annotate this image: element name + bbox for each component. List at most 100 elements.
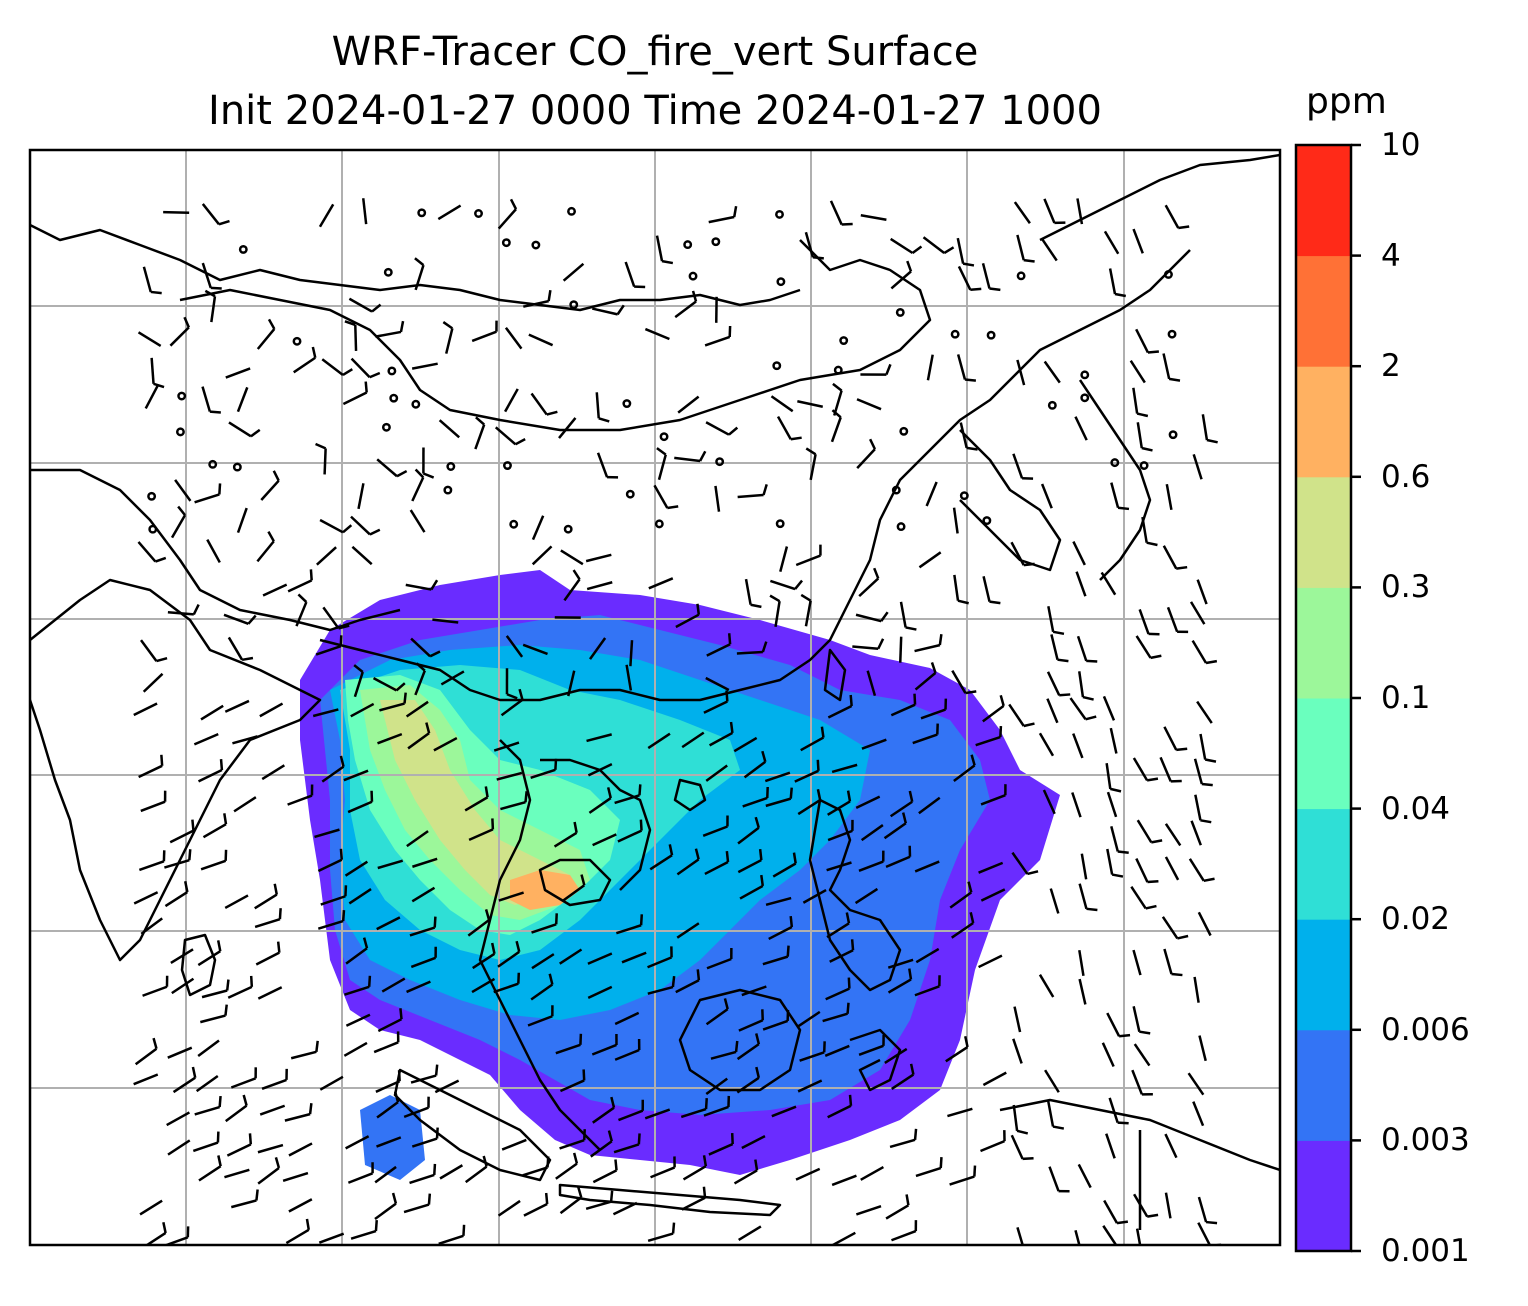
wind-barb: [741, 1135, 766, 1150]
wind-barb: [201, 262, 222, 290]
wind-barb: [769, 579, 804, 591]
wind-barb: [945, 1036, 969, 1063]
wind-barb: [644, 327, 670, 341]
wind-barb: [765, 896, 792, 907]
wind-barb: [409, 509, 426, 533]
wind-barb: [201, 203, 230, 226]
wind-barb: [256, 318, 276, 350]
wind-barb: [230, 1067, 257, 1089]
wind-barb: [737, 484, 768, 499]
wind-barb: [140, 790, 167, 813]
wind-barb: [1048, 1166, 1070, 1193]
wind-barb: [799, 1041, 826, 1062]
wind-barb: [647, 946, 673, 969]
wind-barb: [860, 1165, 885, 1181]
wind-barb: [407, 722, 431, 750]
wind-barb: [315, 442, 327, 475]
wind-barb: [885, 1194, 910, 1220]
wind-barb: [613, 1133, 641, 1154]
wind-barb: [1136, 422, 1153, 452]
wind-barb: [1016, 359, 1026, 386]
wind-barb: [224, 1094, 248, 1123]
calm-wind-marker: [1080, 370, 1090, 380]
calm-wind-marker: [1139, 461, 1149, 470]
wind-barb: [259, 1104, 286, 1116]
wind-barb: [224, 699, 250, 713]
wind-barb: [592, 1159, 618, 1184]
wind-barb: [953, 754, 976, 782]
wind-barb: [682, 1155, 708, 1181]
wind-barb: [674, 290, 698, 319]
wind-barb: [1105, 1133, 1116, 1159]
wind-barb: [1072, 733, 1084, 759]
wind-barb: [142, 672, 164, 693]
wind-barb: [230, 1189, 259, 1209]
wind-barb: [163, 210, 190, 214]
wind-barb: [1105, 762, 1122, 793]
wind-barb: [562, 874, 586, 902]
wind-barb: [866, 670, 877, 697]
wind-barb: [224, 1168, 250, 1179]
wind-barb: [377, 732, 403, 745]
wind-barb: [500, 688, 524, 717]
wind-barb: [956, 237, 975, 267]
wind-barb: [884, 1047, 908, 1065]
coastline-russia-pacific: [1039, 153, 1280, 242]
wind-barb: [860, 363, 892, 376]
wind-barb: [169, 819, 195, 844]
wind-barb: [1192, 454, 1203, 480]
calm-wind-marker: [232, 462, 242, 472]
wind-barb: [315, 635, 343, 656]
colorbar-tick-label: 0.6: [1381, 458, 1431, 495]
wind-barb: [531, 953, 555, 970]
wind-barb: [826, 861, 852, 872]
wind-barb: [1071, 792, 1082, 818]
wind-barb: [1076, 198, 1084, 225]
wind-barb: [592, 833, 617, 847]
wind-barb: [375, 320, 405, 338]
wind-barb: [206, 539, 221, 564]
calm-wind-marker: [389, 393, 399, 403]
wind-barb: [885, 845, 912, 869]
wind-barb: [918, 796, 941, 815]
wind-barb: [411, 362, 438, 370]
wind-barb: [591, 1033, 618, 1056]
wind-barb: [197, 940, 222, 967]
map-title-line-1: WRF-Tracer CO_fire_vert Surface: [331, 29, 979, 75]
wind-barb: [563, 569, 581, 602]
wind-barb: [705, 676, 730, 692]
wind-barb: [164, 880, 189, 908]
wind-barb: [1132, 949, 1142, 976]
wind-barb: [953, 574, 969, 605]
calm-wind-marker: [148, 524, 158, 534]
wind-barb: [144, 1221, 167, 1245]
wind-barb: [614, 1011, 640, 1026]
calm-wind-marker: [772, 361, 782, 371]
wind-barb: [376, 916, 401, 931]
wind-barb: [826, 912, 851, 939]
calm-wind-marker: [208, 459, 218, 469]
wind-barb: [951, 912, 975, 939]
wind-barb: [617, 819, 643, 843]
wind-barb: [952, 507, 959, 534]
colorbar-segment: [1296, 366, 1351, 478]
wind-barb: [1077, 1163, 1092, 1189]
wind-barb: [1135, 635, 1162, 660]
wind-barb: [319, 518, 353, 534]
wind-barb: [284, 1103, 313, 1122]
coastline-borneo: [678, 988, 802, 1092]
wind-barb: [676, 848, 700, 876]
wind-barb: [714, 485, 721, 512]
wind-barb: [629, 640, 634, 667]
border-himalaya: [30, 468, 401, 632]
wind-barb: [981, 262, 1001, 292]
wind-barb: [978, 861, 1004, 874]
wind-barb: [137, 331, 162, 348]
wind-barb: [1069, 697, 1097, 721]
wind-barb: [800, 726, 825, 752]
wind-barb: [1008, 703, 1035, 728]
wind-barb: [883, 812, 908, 840]
wind-barb: [1108, 268, 1127, 298]
wind-barb: [228, 421, 261, 438]
